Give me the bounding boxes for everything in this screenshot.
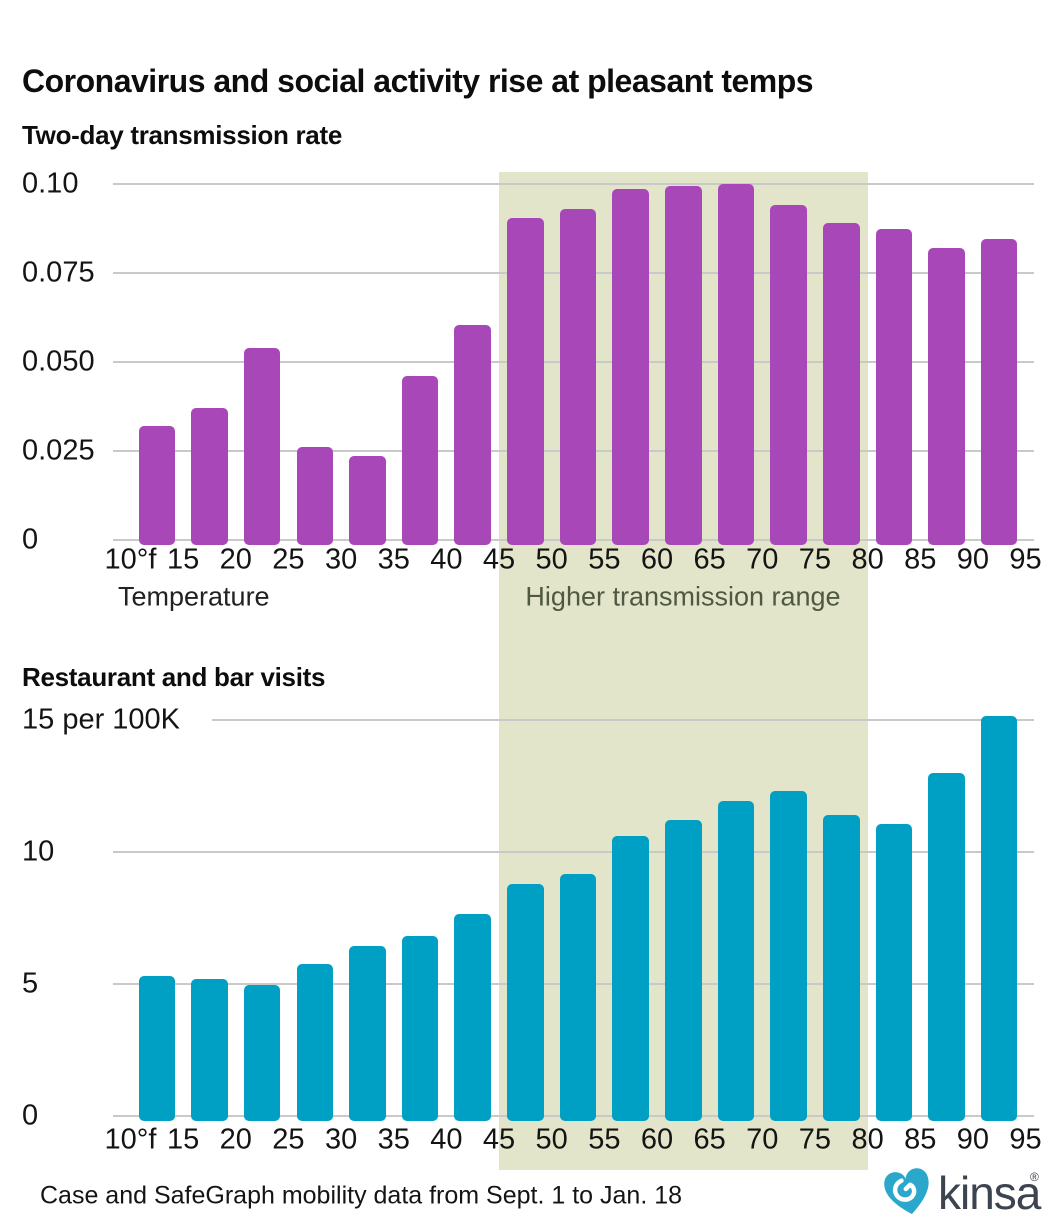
higher-transmission-band-label: Higher transmission range [525,581,841,612]
bar-75-80 [823,815,860,1121]
bar-75-80 [823,223,860,545]
x-tick-label-45: 45 [482,1123,516,1156]
x-tick-label-30: 30 [324,1123,358,1156]
bar-40-45 [454,914,491,1121]
bar-50-55 [559,874,597,1121]
bar-25-30 [296,964,334,1121]
x-tick-label-95: 95 [1009,1123,1042,1156]
transmission-chart-title: Two-day transmission rate [22,120,342,150]
bar-30-35 [349,456,386,545]
x-tick-label-65: 65 [693,1123,726,1156]
x-tick-label-80: 80 [851,543,884,576]
bar-30-35 [349,945,386,1121]
x-tick-label-90: 90 [956,543,990,576]
x-tick-label-75: 75 [798,543,832,576]
x-tick-label-50: 50 [535,1123,568,1156]
x-tick-label-55: 55 [588,543,621,576]
x-tick-label-50: 50 [535,543,568,576]
bar-10-15 [138,976,176,1121]
bar-25-30 [296,447,334,545]
x-tick-label-90: 90 [956,1123,990,1156]
y-tick-label: 15 per 100K [22,703,181,736]
x-tick-label-85: 85 [904,543,937,576]
gridline-10 [113,851,1034,853]
x-tick-label-35: 35 [377,543,410,576]
bar-15-20 [191,408,228,545]
y-tick-label: 5 [22,967,39,1000]
x-tick-label-60: 60 [640,1123,674,1156]
y-tick-label: 0.050 [22,345,95,378]
x-tick-label-10°f: 10°f [104,543,157,576]
page-title: Coronavirus and social activity rise at … [22,63,814,100]
bar-60-65 [665,185,702,545]
bar-55-60 [612,836,649,1121]
source-note: Case and SafeGraph mobility data from Se… [40,1181,683,1210]
gridline-15-per-100K [212,719,1034,721]
x-tick-label-25: 25 [272,543,305,576]
bar-50-55 [559,208,597,545]
bar-90-95 [980,716,1018,1121]
x-tick-label-55: 55 [588,1123,621,1156]
x-axis-title: Temperature [118,581,270,612]
y-tick-label: 0.025 [22,434,95,467]
x-tick-label-70: 70 [746,1123,779,1156]
bar-70-75 [770,791,807,1121]
bar-45-50 [507,883,544,1121]
y-tick-label: 10 [22,835,55,868]
bar-10-15 [138,426,176,545]
registered-trademark: ® [1030,1170,1039,1184]
bar-65-70 [717,800,755,1121]
y-tick-label: 0 [22,1099,39,1132]
x-tick-label-95: 95 [1009,543,1042,576]
x-tick-label-30: 30 [324,543,358,576]
bar-70-75 [770,205,807,545]
kinsa-heart-icon [884,1168,929,1215]
gridline-0.10 [113,183,1034,185]
bar-35-40 [401,376,439,545]
y-tick-label: 0.075 [22,256,95,289]
x-tick-label-70: 70 [746,543,779,576]
bar-65-70 [717,184,755,545]
bar-60-65 [665,820,702,1121]
bar-35-40 [401,936,439,1121]
x-tick-label-40: 40 [430,543,463,576]
bar-15-20 [191,978,228,1121]
visits-chart-title: Restaurant and bar visits [22,662,326,692]
x-tick-label-85: 85 [904,1123,937,1156]
y-tick-label: 0 [22,523,39,556]
bar-45-50 [507,217,544,545]
x-tick-label-20: 20 [219,543,252,576]
bar-90-95 [980,239,1018,545]
x-tick-label-65: 65 [693,543,726,576]
x-tick-label-60: 60 [640,543,674,576]
bar-40-45 [454,324,491,545]
x-tick-label-75: 75 [798,1123,832,1156]
bar-85-90 [928,248,965,545]
bar-80-85 [875,228,913,545]
x-tick-label-80: 80 [851,1123,884,1156]
x-tick-label-40: 40 [430,1123,463,1156]
kinsa-wordmark: kinsa [938,1167,1041,1219]
x-tick-label-15: 15 [167,1123,200,1156]
bar-55-60 [612,189,649,545]
bar-80-85 [875,824,913,1121]
x-tick-label-20: 20 [219,1123,252,1156]
bar-20-25 [243,347,281,545]
bar-20-25 [243,985,281,1121]
kinsa-logo: kinsa ® [880,1164,1041,1220]
y-tick-label: 0.10 [22,167,79,200]
x-tick-label-10°f: 10°f [104,1123,157,1156]
bar-85-90 [928,772,965,1121]
x-tick-label-15: 15 [167,543,200,576]
x-tick-label-45: 45 [482,543,516,576]
x-tick-label-35: 35 [377,1123,410,1156]
x-tick-label-25: 25 [272,1123,305,1156]
